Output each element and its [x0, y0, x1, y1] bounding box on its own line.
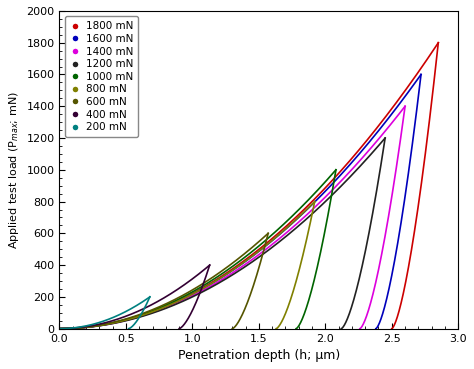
X-axis label: Penetration depth (h; μm): Penetration depth (h; μm): [178, 349, 340, 362]
Y-axis label: Applied test load (P$_{max}$; mN): Applied test load (P$_{max}$; mN): [7, 91, 21, 249]
Legend: 1800 mN, 1600 mN, 1400 mN, 1200 mN, 1000 mN, 800 mN, 600 mN, 400 mN, 200 mN: 1800 mN, 1600 mN, 1400 mN, 1200 mN, 1000…: [64, 16, 138, 137]
